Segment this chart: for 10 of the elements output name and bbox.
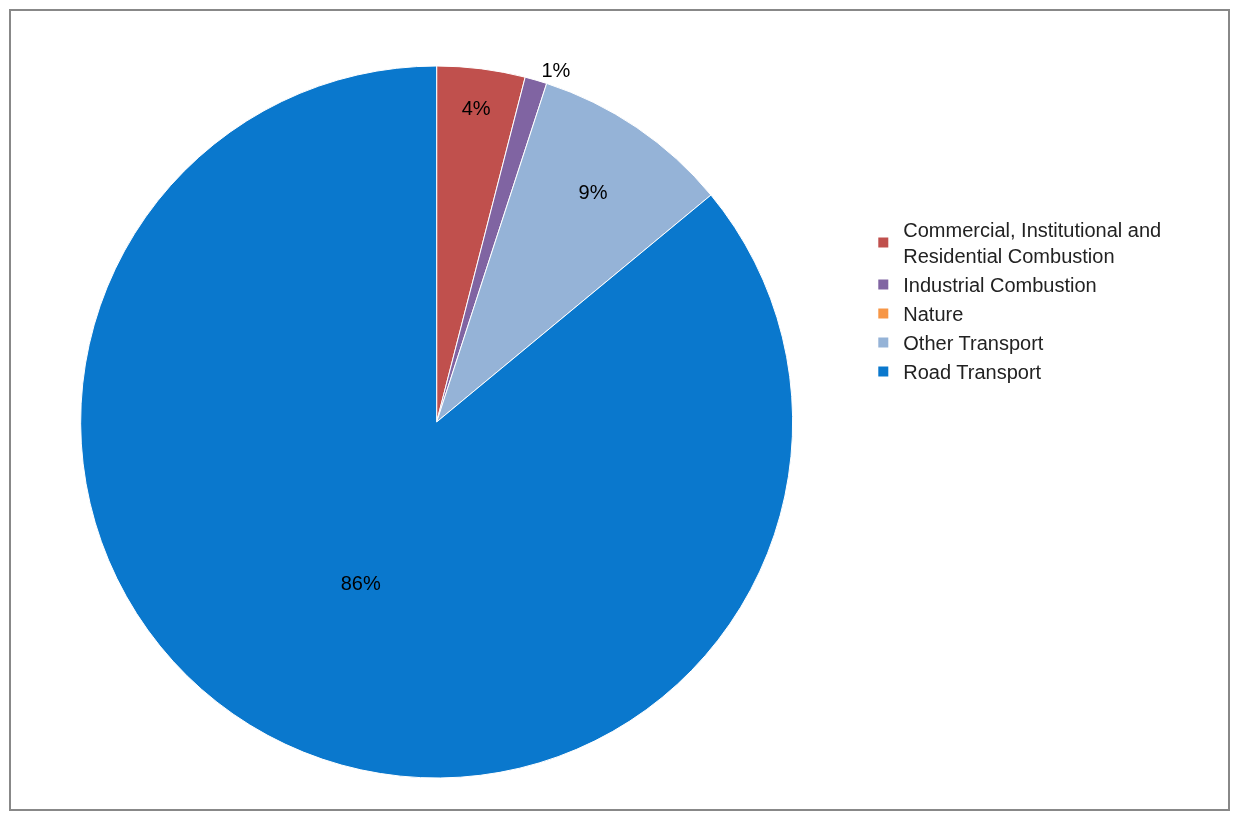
data-label: 1% bbox=[541, 58, 571, 81]
legend-label: Commercial, Institutional and Residential Combustion bbox=[903, 219, 1162, 268]
data-label: 86% bbox=[340, 572, 381, 595]
legend-label: Road Transport bbox=[903, 361, 1042, 384]
data-label: 9% bbox=[578, 180, 608, 203]
legend-label: Other Transport bbox=[903, 332, 1044, 355]
legend-label: Nature bbox=[903, 303, 964, 326]
pie-slice bbox=[80, 65, 793, 778]
legend-label: Industrial Combustion bbox=[903, 274, 1097, 297]
data-label: 4% bbox=[461, 97, 491, 120]
